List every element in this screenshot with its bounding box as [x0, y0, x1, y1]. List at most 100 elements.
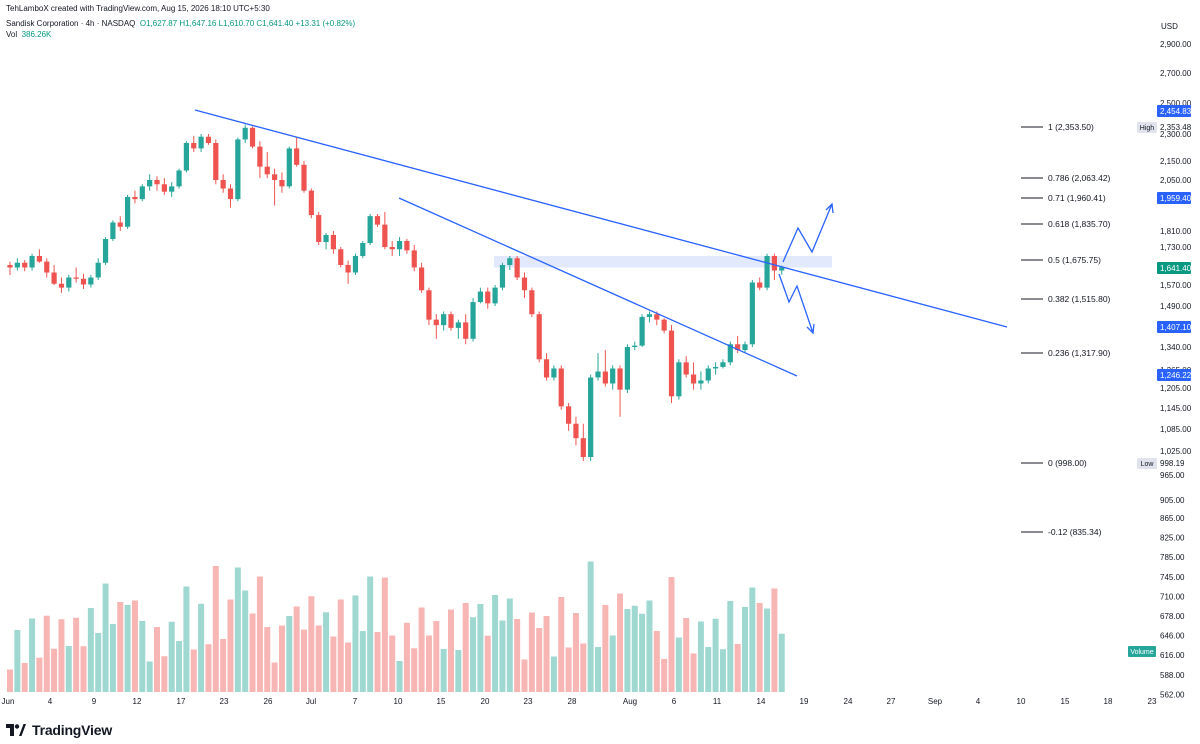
volume-bar [499, 620, 506, 692]
price-tick-label: 1,085.00 [1160, 425, 1192, 434]
volume-bar [154, 627, 160, 692]
candle-body [749, 282, 755, 345]
volume-bar [21, 663, 28, 692]
price-tick-label: 2,700.00 [1160, 69, 1192, 78]
volume-bar [95, 633, 102, 692]
candle-body [668, 330, 675, 397]
tradingview-footer[interactable]: TradingView [6, 722, 112, 738]
candle-body [7, 265, 13, 268]
fib-level-label: 0.236 (1,317.90) [1048, 348, 1111, 358]
volume-bar [705, 647, 712, 692]
candle-body [227, 188, 234, 200]
volume-bar [242, 590, 249, 692]
price-tick-label: 1,025.00 [1160, 447, 1192, 456]
volume-bar [308, 596, 315, 692]
candle-body [448, 314, 454, 328]
candle-body [338, 249, 344, 265]
date-tick-label: 23 [1148, 697, 1157, 706]
candle-body [14, 262, 20, 268]
price-tick-label: 2,050.00 [1160, 176, 1192, 185]
volume-bar [190, 649, 197, 692]
candle-body [374, 216, 381, 225]
date-tick-label: Jun [2, 697, 15, 706]
volume-tag-text: Volume [1130, 649, 1153, 656]
axis-tag-text: Low [1141, 461, 1155, 468]
volume-bar [256, 576, 263, 692]
candle-body [507, 258, 513, 265]
time-axis: Jun 4 9 12 17 23 26 Jul 7 10 15 20 23 28 Aug 6 11 14 19 24 2… [2, 697, 1157, 706]
volume-bar [470, 617, 477, 692]
candle-body [73, 277, 79, 279]
volume-bar [653, 631, 660, 692]
volume-bar [572, 613, 579, 692]
candle-body [272, 174, 278, 180]
date-tick-label: 23 [524, 697, 533, 706]
volume-bar [690, 653, 697, 692]
volume-bar [102, 583, 109, 692]
candle-body [617, 368, 623, 390]
date-tick-label: 4 [976, 697, 981, 706]
price-label-text: 1,407.10 [1160, 323, 1192, 332]
candle-body [588, 377, 594, 457]
candle-body [29, 256, 35, 268]
fib-level-label: 0.5 (1,675.75) [1048, 255, 1101, 265]
price-tick-label: 562.00 [1160, 690, 1185, 699]
fib-retracement: 1 (2,353.50) 0.786 (2,063.42) 0.71 (1,960.… [1021, 122, 1111, 537]
axis-tag-text: High [1140, 125, 1155, 132]
candle-body [566, 406, 572, 424]
candle-body [536, 314, 542, 360]
candle-body [117, 222, 123, 227]
volume-bar [359, 631, 366, 692]
candle-body [661, 319, 667, 331]
candle-body [235, 139, 241, 200]
candle-body [720, 362, 726, 367]
volume-bar [87, 608, 94, 692]
candle-body [529, 290, 535, 315]
date-tick-label: 9 [92, 697, 97, 706]
volume-bar [778, 633, 785, 692]
date-tick-label: Aug [623, 697, 637, 706]
bearish-projection-arrow [778, 273, 814, 334]
price-tick-label: 2,150.00 [1160, 157, 1192, 166]
fib-level-label: -0.12 (835.34) [1048, 527, 1102, 537]
date-tick-label: 11 [713, 697, 722, 706]
volume-bar [146, 661, 153, 692]
candle-body [779, 267, 785, 271]
price-tick-label: 745.00 [1160, 573, 1185, 582]
date-tick-label: 10 [1017, 697, 1026, 706]
candle-body [125, 197, 131, 227]
candle-body [323, 235, 329, 242]
volume-bar [131, 600, 138, 692]
candle-body [543, 359, 550, 378]
fib-level-label: 0.618 (1,835.70) [1048, 219, 1111, 229]
candle-body [22, 262, 28, 268]
bullish-arrowhead [825, 202, 834, 214]
candle-body [757, 282, 763, 288]
volume-bar [212, 566, 219, 692]
price-tick-label: 1,205.00 [1160, 384, 1192, 393]
volume-bar [36, 657, 43, 692]
candle-body [220, 180, 226, 189]
volume-bar [293, 606, 300, 692]
volume-bar [631, 605, 638, 692]
price-tick-label: 710.00 [1160, 592, 1185, 601]
price-tick-label: 678.00 [1160, 612, 1185, 621]
price-tick-label: 588.00 [1160, 671, 1185, 680]
symbol-line: Sandisk Corporation · 4h · NASDAQ O1,627… [6, 19, 355, 28]
price-tick-label: 1,570.00 [1160, 281, 1192, 290]
fib-level-label: 1 (2,353.50) [1048, 122, 1094, 132]
candle-body [713, 366, 719, 369]
volume-bar [198, 603, 205, 692]
volume-bar [521, 659, 528, 692]
candle-body [433, 319, 439, 326]
fib-level-label: 0.382 (1,515.80) [1048, 294, 1111, 304]
volume-bar [742, 607, 748, 692]
date-tick-label: 15 [437, 697, 446, 706]
price-label-bg [1157, 262, 1191, 274]
price-tick-label: 865.00 [1160, 514, 1185, 523]
price-label-text: 998.19 [1160, 459, 1185, 468]
candle-body [257, 146, 263, 167]
price-label-text: 2,454.83 [1160, 107, 1192, 116]
candle-body [330, 235, 336, 250]
